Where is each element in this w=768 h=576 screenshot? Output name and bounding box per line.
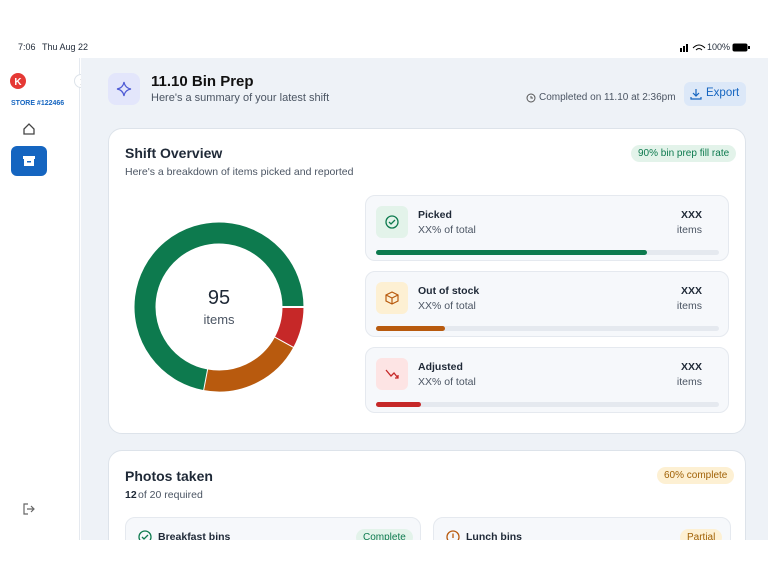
donut-gap bbox=[200, 358, 211, 397]
row-share: XX% of total bbox=[418, 224, 476, 236]
svg-text:K: K bbox=[14, 77, 22, 88]
status-time: 7:06 bbox=[18, 42, 36, 52]
donut-total: 95 bbox=[207, 287, 231, 309]
row-icon-glyph bbox=[385, 291, 399, 305]
progress-bar bbox=[376, 250, 647, 255]
status-icons bbox=[680, 44, 706, 52]
row-count: XXX bbox=[680, 361, 702, 373]
download-icon bbox=[690, 89, 702, 100]
box-icon bbox=[23, 156, 35, 166]
donut-gap bbox=[264, 331, 303, 354]
status-date: Thu Aug 22 bbox=[42, 42, 89, 52]
logo: K bbox=[10, 73, 26, 89]
overview-title: Shift Overview bbox=[125, 145, 223, 161]
row-icon-glyph bbox=[385, 215, 399, 229]
logout-button[interactable] bbox=[22, 502, 36, 516]
row-label: Picked bbox=[418, 209, 452, 221]
breakdown-row: Picked XX% of total XXX items bbox=[365, 195, 729, 261]
row-icon-glyph bbox=[385, 369, 399, 379]
row-share: XX% of total bbox=[418, 376, 476, 388]
bottom-bezel bbox=[0, 540, 768, 576]
photos-count: 12 bbox=[125, 489, 137, 501]
row-icon bbox=[376, 282, 408, 314]
sparkle bbox=[116, 81, 132, 97]
export-label: Export bbox=[706, 87, 740, 99]
home-button[interactable] bbox=[22, 122, 36, 136]
header-title: 11.10 Bin Prep bbox=[151, 73, 254, 90]
overview-subtitle: Here's a breakdown of items picked and r… bbox=[125, 166, 354, 178]
row-unit: items bbox=[676, 300, 702, 312]
clock-icon bbox=[526, 93, 536, 103]
donut-segment bbox=[134, 222, 304, 390]
donut-unit: items bbox=[203, 312, 235, 327]
battery-icon bbox=[732, 43, 750, 52]
progress-track bbox=[376, 250, 719, 255]
donut-segment bbox=[274, 306, 304, 348]
photos-title: Photos taken bbox=[125, 468, 213, 484]
row-icon bbox=[376, 206, 408, 238]
store-id: STORE #122466 bbox=[11, 100, 65, 107]
sidebar: K STORE #122466 bbox=[0, 58, 80, 540]
row-count: XXX bbox=[680, 209, 702, 221]
row-label: Out of stock bbox=[418, 285, 480, 297]
header-icon bbox=[108, 73, 140, 105]
row-icon bbox=[376, 358, 408, 390]
progress-track bbox=[376, 402, 719, 407]
donut-chart bbox=[134, 222, 309, 397]
progress-bar bbox=[376, 402, 421, 407]
bins-button[interactable] bbox=[11, 146, 47, 176]
overview-card: Shift Overview Here's a breakdown of ite… bbox=[108, 128, 746, 434]
photos-badge: 60% complete bbox=[657, 467, 735, 484]
photos-required: of 20 required bbox=[138, 489, 203, 501]
breakdown-row: Out of stock XX% of total XXX items bbox=[365, 271, 729, 337]
main: 11.10 Bin Prep Here's a summary of your … bbox=[81, 58, 768, 560]
progress-bar bbox=[376, 326, 445, 331]
completed-time: Completed on 11.10 at 2:36pm bbox=[539, 92, 676, 103]
row-unit: items bbox=[676, 224, 702, 236]
donut-segment bbox=[203, 337, 294, 392]
row-unit: items bbox=[676, 376, 702, 388]
export-button[interactable]: Export bbox=[684, 82, 746, 106]
header-subtitle: Here's a summary of your latest shift bbox=[151, 92, 330, 104]
row-count: XXX bbox=[680, 285, 702, 297]
fill-rate-badge: 90% bin prep fill rate bbox=[631, 145, 737, 162]
row-label: Adjusted bbox=[418, 361, 463, 373]
status-battery: 100% bbox=[707, 42, 731, 52]
progress-track bbox=[376, 326, 719, 331]
row-share: XX% of total bbox=[418, 300, 476, 312]
breakdown-row: Adjusted XX% of total XXX items bbox=[365, 347, 729, 413]
